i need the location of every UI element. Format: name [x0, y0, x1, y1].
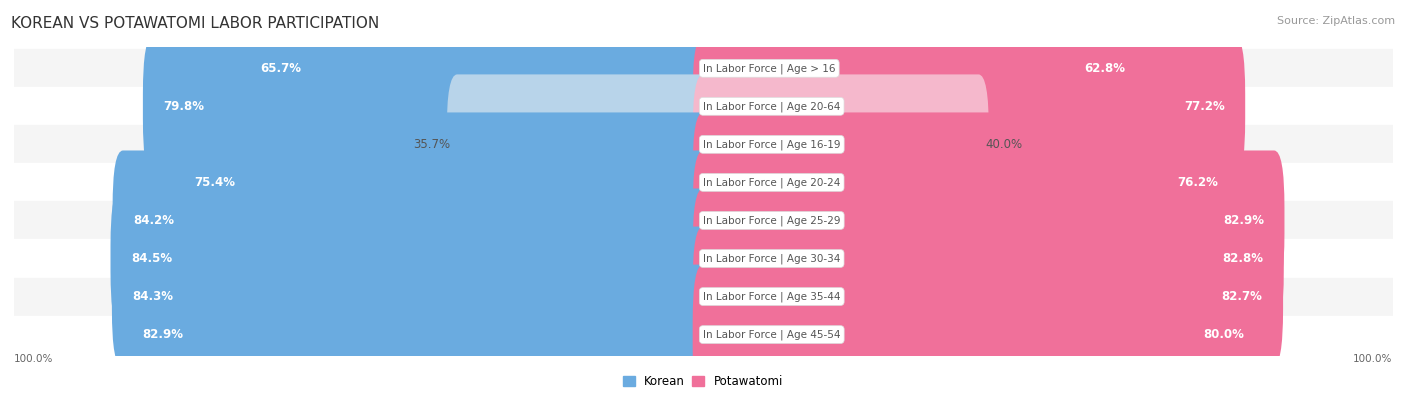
Text: 40.0%: 40.0% [986, 138, 1022, 151]
Text: 75.4%: 75.4% [194, 176, 235, 189]
Text: In Labor Force | Age 25-29: In Labor Force | Age 25-29 [703, 215, 841, 226]
Text: In Labor Force | Age 45-54: In Labor Force | Age 45-54 [703, 329, 841, 340]
Text: KOREAN VS POTAWATOMI LABOR PARTICIPATION: KOREAN VS POTAWATOMI LABOR PARTICIPATION [11, 16, 380, 31]
FancyBboxPatch shape [693, 74, 988, 214]
Text: In Labor Force | Age 20-64: In Labor Force | Age 20-64 [703, 101, 841, 112]
Text: 62.8%: 62.8% [1084, 62, 1125, 75]
FancyBboxPatch shape [112, 227, 713, 367]
Text: 77.2%: 77.2% [1184, 100, 1225, 113]
FancyBboxPatch shape [693, 227, 1284, 367]
FancyBboxPatch shape [447, 74, 713, 214]
Text: In Labor Force | Age 35-44: In Labor Force | Age 35-44 [703, 291, 841, 302]
Text: In Labor Force | Age 20-24: In Labor Force | Age 20-24 [703, 177, 841, 188]
Text: 82.8%: 82.8% [1222, 252, 1263, 265]
Text: 84.2%: 84.2% [134, 214, 174, 227]
Text: 84.5%: 84.5% [131, 252, 173, 265]
FancyBboxPatch shape [112, 150, 713, 290]
Legend: Korean, Potawatomi: Korean, Potawatomi [619, 370, 787, 393]
Text: In Labor Force | Age > 16: In Labor Force | Age > 16 [703, 63, 835, 73]
Text: 82.7%: 82.7% [1222, 290, 1263, 303]
Text: Source: ZipAtlas.com: Source: ZipAtlas.com [1277, 16, 1395, 26]
FancyBboxPatch shape [693, 188, 1284, 329]
Text: 82.9%: 82.9% [142, 328, 183, 341]
FancyBboxPatch shape [693, 36, 1246, 176]
FancyBboxPatch shape [143, 36, 713, 176]
FancyBboxPatch shape [693, 265, 1264, 395]
Text: 65.7%: 65.7% [260, 62, 302, 75]
FancyBboxPatch shape [173, 113, 713, 252]
Text: 100.0%: 100.0% [1353, 354, 1392, 364]
Text: 84.3%: 84.3% [132, 290, 173, 303]
Text: 35.7%: 35.7% [413, 138, 450, 151]
Text: In Labor Force | Age 16-19: In Labor Force | Age 16-19 [703, 139, 841, 150]
FancyBboxPatch shape [693, 150, 1285, 290]
Text: 80.0%: 80.0% [1204, 328, 1244, 341]
Text: 82.9%: 82.9% [1223, 214, 1264, 227]
FancyBboxPatch shape [121, 265, 713, 395]
Text: 76.2%: 76.2% [1177, 176, 1218, 189]
FancyBboxPatch shape [693, 113, 1239, 252]
Text: 79.8%: 79.8% [163, 100, 204, 113]
FancyBboxPatch shape [693, 0, 1146, 138]
Text: In Labor Force | Age 30-34: In Labor Force | Age 30-34 [703, 253, 841, 264]
FancyBboxPatch shape [111, 188, 713, 329]
Text: 100.0%: 100.0% [14, 354, 53, 364]
FancyBboxPatch shape [240, 0, 713, 138]
